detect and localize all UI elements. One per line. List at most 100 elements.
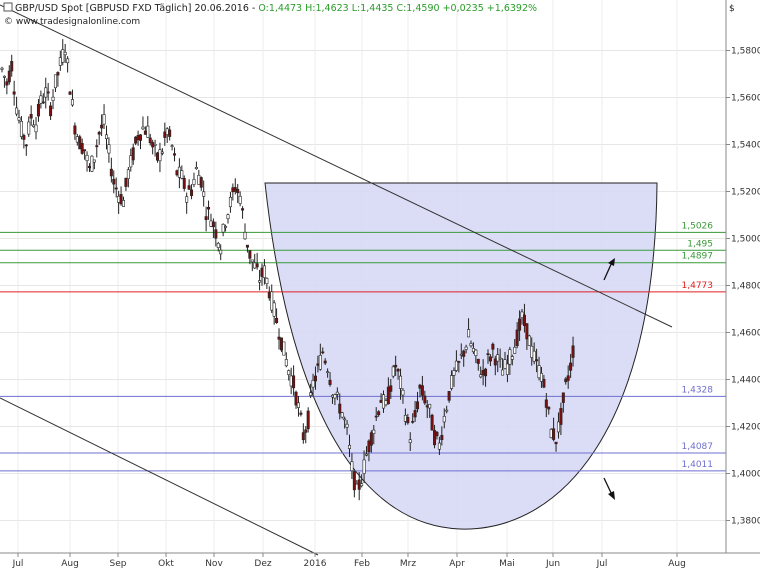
price-bar-body: [323, 360, 327, 364]
price-bar-body: [92, 159, 96, 163]
price-bar-body: [279, 337, 283, 351]
price-bar-body: [41, 101, 45, 104]
price-bar-body: [70, 99, 74, 106]
chart-frame: [0, 0, 760, 554]
time-axis-label: Jul: [12, 559, 24, 569]
price-bar-body: [163, 131, 167, 138]
price-axis-label: 1,4400: [731, 376, 760, 386]
price-bar-body: [433, 430, 437, 446]
price-bar-body: [277, 336, 281, 340]
price-bar-body: [532, 350, 536, 362]
price-bar-body: [318, 354, 322, 370]
price-bar-body: [282, 341, 286, 356]
price-bar-body: [479, 374, 483, 378]
down-arrow-head: [608, 491, 615, 500]
price-bar-body: [457, 361, 461, 363]
price-bar-body: [484, 368, 488, 377]
time-axis-label: Sep: [110, 559, 127, 569]
price-bar-body: [83, 149, 87, 152]
price-bar-body: [250, 259, 254, 263]
price-bar-body: [173, 153, 177, 156]
price-bar-body: [357, 479, 361, 490]
price-bar-body: [0, 67, 4, 70]
price-bar-body: [146, 125, 150, 138]
price-bar-body: [481, 370, 485, 376]
price-bar-body: [462, 350, 466, 357]
price-bar-body: [53, 74, 57, 89]
price-bar-body: [243, 232, 247, 240]
price-bar-body: [488, 356, 492, 362]
price-bar-body: [153, 144, 157, 146]
price-bar-body: [352, 471, 356, 491]
price-bar-body: [340, 412, 344, 418]
price-bar-body: [185, 196, 189, 203]
price-bar-body: [399, 375, 403, 389]
ohlc-values: O:1,4473 H:1,4623 L:1,4435 C:1,4590 +0,0…: [258, 3, 537, 14]
price-bar-body: [192, 179, 196, 185]
price-bar-body: [49, 105, 53, 117]
price-bar-body: [296, 402, 300, 408]
price-bar-body: [175, 170, 179, 176]
price-bar-body: [270, 291, 274, 311]
price-bar-body: [374, 415, 378, 418]
price-bar-body: [330, 394, 334, 398]
price-bar-body: [335, 391, 339, 395]
price-bar-body: [219, 249, 223, 255]
price-bar-body: [345, 423, 349, 428]
price-bar-body: [452, 370, 456, 376]
price-bar-body: [151, 142, 155, 148]
price-bar-body: [202, 191, 206, 197]
price-bar-body: [148, 137, 152, 144]
price-bar-body: [15, 107, 19, 115]
price-bar-body: [136, 135, 140, 141]
level-label: 1,4773: [682, 281, 714, 291]
price-bar-body: [187, 185, 191, 190]
price-bar-body: [85, 154, 89, 161]
price-bar-body: [260, 267, 264, 277]
price-bar-body: [503, 359, 507, 369]
price-bar-body: [391, 366, 395, 377]
price-bar-body: [362, 459, 366, 474]
price-bar-body: [520, 311, 524, 319]
header-checkbox[interactable]: [3, 2, 13, 12]
price-bar-body: [100, 124, 104, 129]
price-bar-body: [51, 96, 55, 101]
price-bar-body: [347, 444, 351, 449]
price-bar-body: [34, 124, 38, 133]
price-bar-body: [253, 262, 257, 269]
price-bar-body: [141, 126, 145, 130]
price-bar-body: [211, 221, 215, 228]
price-bar-body: [547, 406, 551, 410]
price-bar-body: [450, 375, 454, 389]
price-bar-body: [5, 81, 9, 86]
price-bar-body: [510, 356, 514, 360]
level-label: 1,5026: [682, 221, 714, 231]
price-bar-body: [440, 435, 444, 441]
price-bar-body: [386, 386, 390, 405]
level-label: 1,4011: [682, 460, 714, 470]
price-bar-body: [46, 91, 50, 94]
price-bar-body: [343, 418, 347, 421]
price-bar-body: [107, 144, 111, 154]
price-bar-body: [571, 345, 575, 358]
price-bar-body: [170, 145, 174, 147]
price-bar-body: [231, 187, 235, 193]
price-bar-body: [515, 329, 519, 347]
instrument-title: GBP/USD Spot [GBPUSD FXD Täglich] 20.06.…: [15, 3, 537, 14]
price-bar-body: [530, 345, 534, 358]
price-bar-body: [554, 441, 558, 445]
level-label: 1,4897: [682, 252, 714, 262]
price-bar-body: [75, 136, 79, 143]
price-bar-body: [204, 216, 208, 220]
price-bar-body: [364, 453, 368, 456]
price-bar-body: [513, 346, 517, 354]
price-bar-body: [78, 136, 82, 150]
time-axis-label: Aug: [61, 559, 79, 569]
price-bar-body: [549, 429, 553, 438]
price-bar-body: [180, 170, 184, 179]
price-bar-body: [413, 410, 417, 418]
time-axis-label: Jul: [596, 559, 608, 569]
price-bar-body: [379, 399, 383, 403]
direction-arrows: [603, 258, 615, 500]
price-bar-body: [292, 375, 296, 389]
